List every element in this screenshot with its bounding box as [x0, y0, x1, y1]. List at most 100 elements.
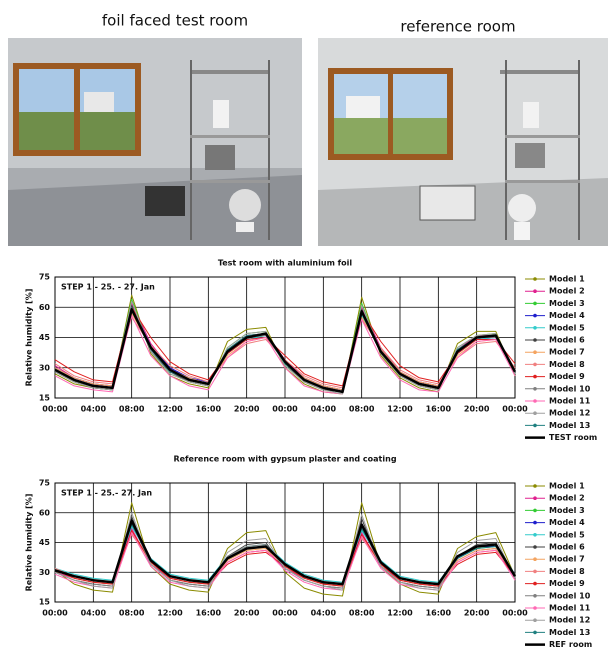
legend-label: Model 1 — [549, 482, 585, 491]
y-tick-label: 75 — [39, 479, 51, 488]
y-tick-label: 45 — [39, 538, 51, 547]
legend-label: Model 5 — [549, 530, 585, 539]
x-tick-label: 04:00 — [311, 405, 337, 414]
series-line — [54, 530, 516, 587]
photo-caption: reference room — [400, 18, 515, 36]
y-axis-label: Relative humidity [%] — [25, 494, 34, 592]
legend-label: Model 3 — [549, 299, 585, 308]
x-tick-label: 00:00 — [42, 405, 68, 414]
x-tick-label: 08:00 — [119, 609, 145, 618]
legend-label: Model 13 — [549, 421, 590, 430]
legend-label: Model 8 — [549, 360, 585, 369]
legend-marker — [533, 557, 537, 561]
legend-marker — [533, 277, 537, 281]
legend-marker — [533, 606, 537, 610]
x-tick-label: 00:00 — [502, 609, 528, 618]
y-tick-label: 15 — [39, 394, 51, 403]
legend-marker — [533, 326, 537, 330]
legend-label: Model 11 — [549, 604, 591, 613]
series-line — [54, 300, 516, 395]
x-tick-label: 00:00 — [272, 609, 298, 618]
legend-label: Model 2 — [549, 494, 585, 503]
legend-marker — [533, 289, 537, 294]
legend-label: Model 10 — [549, 384, 591, 393]
x-tick-label: 08:00 — [349, 609, 375, 618]
legend-marker — [533, 508, 537, 513]
x-tick-label: 12:00 — [387, 405, 413, 414]
x-tick-label: 16:00 — [426, 405, 452, 414]
legend-marker — [533, 362, 537, 367]
y-tick-label: 30 — [39, 568, 51, 577]
x-tick-label: 20:00 — [464, 405, 490, 414]
chart-title: Reference room with gypsum plaster and c… — [173, 455, 396, 464]
y-tick-label: 75 — [39, 273, 51, 282]
legend-marker — [533, 630, 537, 635]
legend-marker — [533, 581, 537, 586]
legend-label: Model 6 — [549, 336, 585, 345]
legend-marker — [533, 374, 537, 379]
legend-marker — [533, 618, 537, 622]
legend-label: Model 8 — [549, 567, 585, 576]
legend-marker — [533, 313, 537, 318]
legend-label: Model 2 — [549, 287, 585, 296]
x-tick-label: 04:00 — [81, 405, 107, 414]
legend-marker — [533, 569, 537, 574]
x-tick-label: 20:00 — [234, 405, 260, 414]
x-tick-label: 00:00 — [272, 405, 298, 414]
x-tick-label: 08:00 — [349, 405, 375, 414]
x-tick-label: 04:00 — [311, 609, 337, 618]
x-tick-label: 20:00 — [464, 609, 490, 618]
x-tick-label: 00:00 — [502, 405, 528, 414]
series-line — [54, 512, 516, 591]
legend-label: REF room — [549, 640, 592, 649]
legend-marker — [533, 423, 537, 428]
legend-marker — [533, 301, 537, 306]
legend-marker — [533, 484, 537, 488]
y-tick-label: 30 — [39, 363, 51, 372]
legend-label: Model 7 — [549, 348, 585, 357]
y-tick-label: 15 — [39, 598, 51, 607]
legend-marker — [533, 594, 537, 598]
legend-label: Model 4 — [549, 518, 585, 527]
legend-label: Model 3 — [549, 506, 585, 515]
legend-label: Model 9 — [549, 372, 585, 381]
legend-label: Model 6 — [549, 543, 585, 552]
legend-marker — [533, 533, 537, 537]
series-line — [54, 308, 517, 394]
photo-reference-room — [318, 38, 608, 246]
legend-label: Model 10 — [549, 591, 591, 600]
legend-label: Model 13 — [549, 628, 590, 637]
x-tick-label: 16:00 — [196, 609, 222, 618]
y-tick-label: 60 — [39, 508, 51, 517]
x-tick-label: 12:00 — [387, 609, 413, 618]
series-line — [54, 519, 517, 586]
y-tick-label: 45 — [39, 333, 51, 342]
y-tick-label: 60 — [39, 303, 51, 312]
photo-test-room — [8, 38, 302, 246]
legend-marker — [533, 399, 537, 403]
legend-marker — [533, 350, 537, 355]
legend-label: TEST room — [549, 433, 597, 442]
legend-label: Model 5 — [549, 323, 585, 332]
x-tick-label: 00:00 — [42, 609, 68, 618]
chart-title: Test room with aluminium foil — [218, 259, 353, 268]
legend-marker — [533, 411, 537, 416]
legend-label: Model 7 — [549, 555, 585, 564]
x-tick-label: 04:00 — [81, 609, 107, 618]
x-tick-label: 12:00 — [157, 405, 183, 414]
series-line — [54, 314, 516, 395]
legend-marker — [533, 387, 537, 391]
x-tick-label: 16:00 — [196, 405, 222, 414]
series-line — [54, 502, 516, 597]
legend-label: Model 11 — [549, 397, 591, 406]
x-tick-label: 12:00 — [157, 609, 183, 618]
legend-label: Model 9 — [549, 579, 585, 588]
legend-label: Model 1 — [549, 275, 585, 284]
photo-caption: foil faced test room — [102, 12, 248, 30]
annotation: STEP 1 - 25.- 27. Jan — [61, 489, 152, 498]
x-tick-label: 20:00 — [234, 609, 260, 618]
legend-label: Model 12 — [549, 409, 590, 418]
x-tick-label: 08:00 — [119, 405, 145, 414]
y-axis-label: Relative humidity [%] — [25, 289, 34, 387]
